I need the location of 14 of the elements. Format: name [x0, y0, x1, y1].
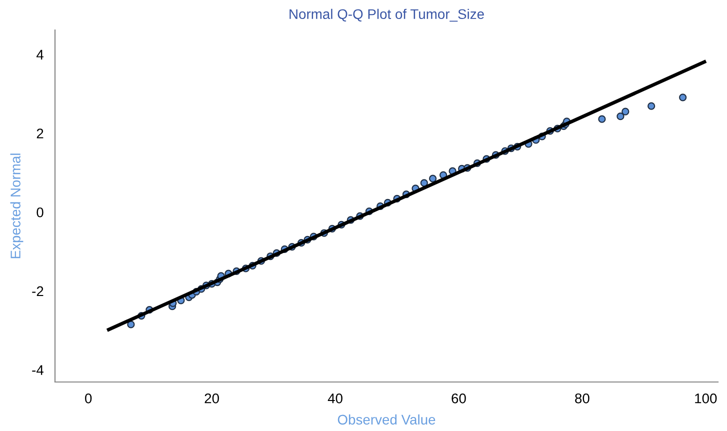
y-tick-label: 0 — [36, 207, 44, 218]
x-tick-label: 40 — [328, 393, 342, 404]
y-tick-label: 2 — [36, 128, 44, 138]
y-tick-label: -4 — [32, 365, 44, 375]
x-tick-label: 60 — [452, 393, 466, 404]
chart-title: Normal Q-Q Plot of Tumor_Size — [290, 8, 484, 22]
y-tick-label: 4 — [36, 50, 44, 60]
y-tick-label: -2 — [32, 286, 44, 296]
x-tick-label: 100 — [695, 393, 717, 404]
y-axis-title: Expected Normal — [10, 154, 24, 258]
x-tick-label: 80 — [575, 393, 590, 404]
x-axis-title: Observed Value — [338, 414, 436, 425]
x-tick-label: 0 — [85, 393, 92, 404]
x-tick-label: 20 — [204, 393, 219, 404]
